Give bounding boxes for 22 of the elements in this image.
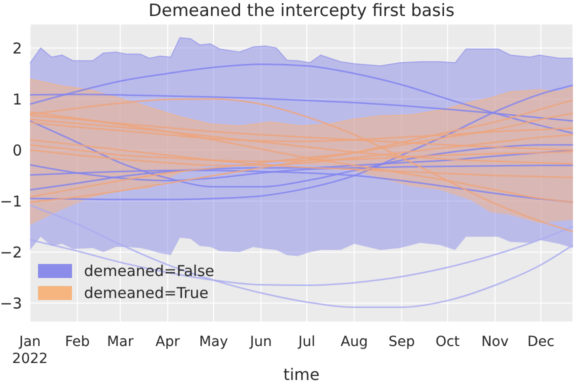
chart-title: Demeaned the intercepty first basis [148, 1, 456, 21]
x-tick-label: Dec [527, 334, 554, 350]
x-tick-label: Jan 2022 [12, 334, 48, 367]
y-tick-label: 1 [12, 90, 22, 108]
x-tick-label: Nov [481, 334, 509, 350]
x-tick-label: Jul [297, 334, 316, 350]
legend-label: demeaned=True [84, 284, 208, 302]
x-tick-label: Mar [107, 334, 134, 350]
x-tick-label: Aug [340, 334, 368, 350]
x-tick-label: Sep [388, 334, 415, 350]
y-tick-label: 0 [12, 141, 22, 160]
y-tick-label: −1 [0, 192, 22, 210]
x-tick-label: May [199, 334, 228, 350]
x-axis-title: time [283, 365, 320, 384]
y-tick-label: −2 [0, 243, 22, 262]
y-tick-label: −3 [0, 294, 22, 312]
legend-label: demeaned=False [84, 262, 214, 280]
x-tick-label: Apr [156, 334, 180, 350]
y-tick-label: 2 [12, 39, 22, 58]
x-tick-label: Jun [249, 334, 272, 350]
x-tick-label: Oct [435, 334, 460, 350]
x-tick-label: Feb [65, 334, 90, 350]
